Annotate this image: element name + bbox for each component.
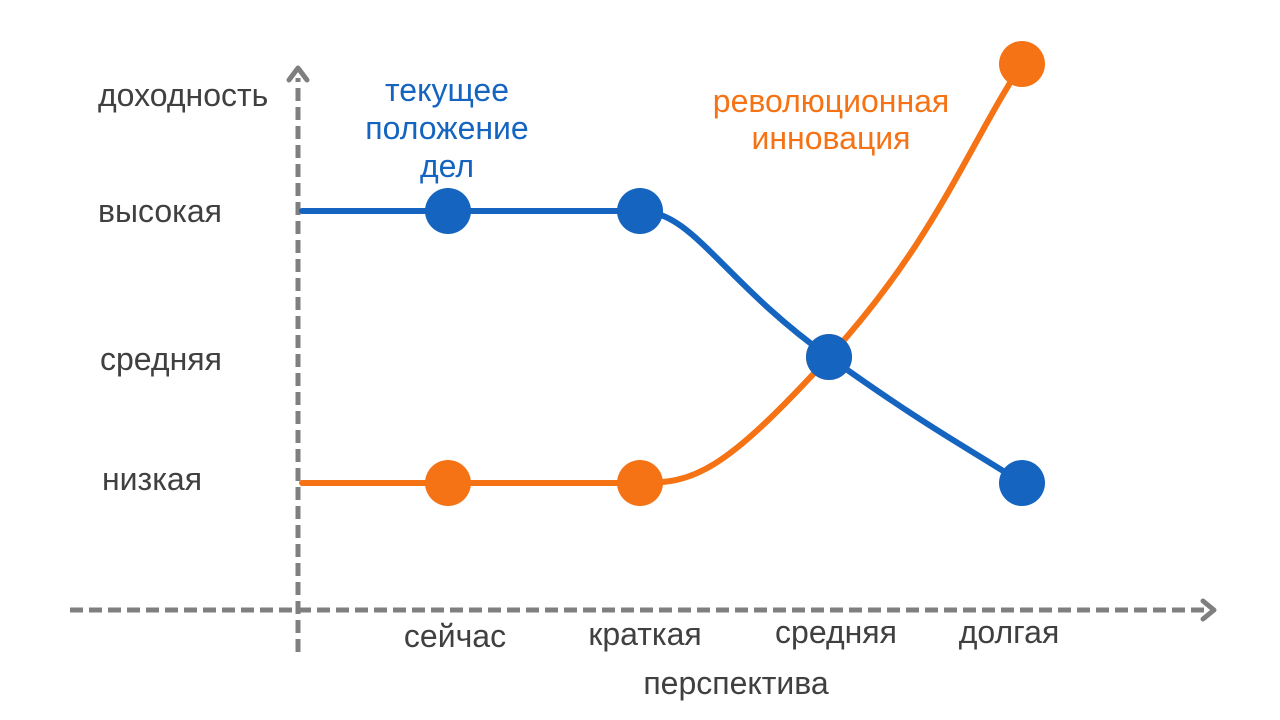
- series-points: [425, 41, 1045, 506]
- x-axis-title: перспектива: [643, 665, 829, 701]
- y-tick-label: низкая: [102, 461, 202, 497]
- x-axis-arrow-icon: [1200, 598, 1217, 622]
- x-tick-label: долгая: [959, 614, 1060, 650]
- series-label-line: текущее: [385, 72, 509, 108]
- data-point: [425, 460, 471, 506]
- y-tick-label: высокая: [98, 193, 222, 229]
- x-tick-label: сейчас: [404, 618, 506, 654]
- series-label-innovation: революционная инновация: [713, 83, 949, 156]
- data-point: [617, 460, 663, 506]
- data-point: [999, 460, 1045, 506]
- axes: [70, 65, 1217, 652]
- series-label-line: революционная: [713, 83, 949, 119]
- data-point: [999, 41, 1045, 87]
- series-label-line: положение: [365, 110, 528, 146]
- y-tick-label: средняя: [100, 341, 222, 377]
- y-axis-title: доходность: [98, 77, 268, 113]
- series-label-current: текущее положение дел: [365, 72, 528, 184]
- data-point: [425, 188, 471, 234]
- series-label-line: инновация: [752, 120, 911, 156]
- data-point: [617, 188, 663, 234]
- series-label-line: дел: [420, 148, 474, 184]
- y-axis-arrow-icon: [286, 65, 310, 83]
- data-point: [806, 334, 852, 380]
- x-tick-label: краткая: [588, 616, 701, 652]
- x-tick-label: средняя: [775, 614, 897, 650]
